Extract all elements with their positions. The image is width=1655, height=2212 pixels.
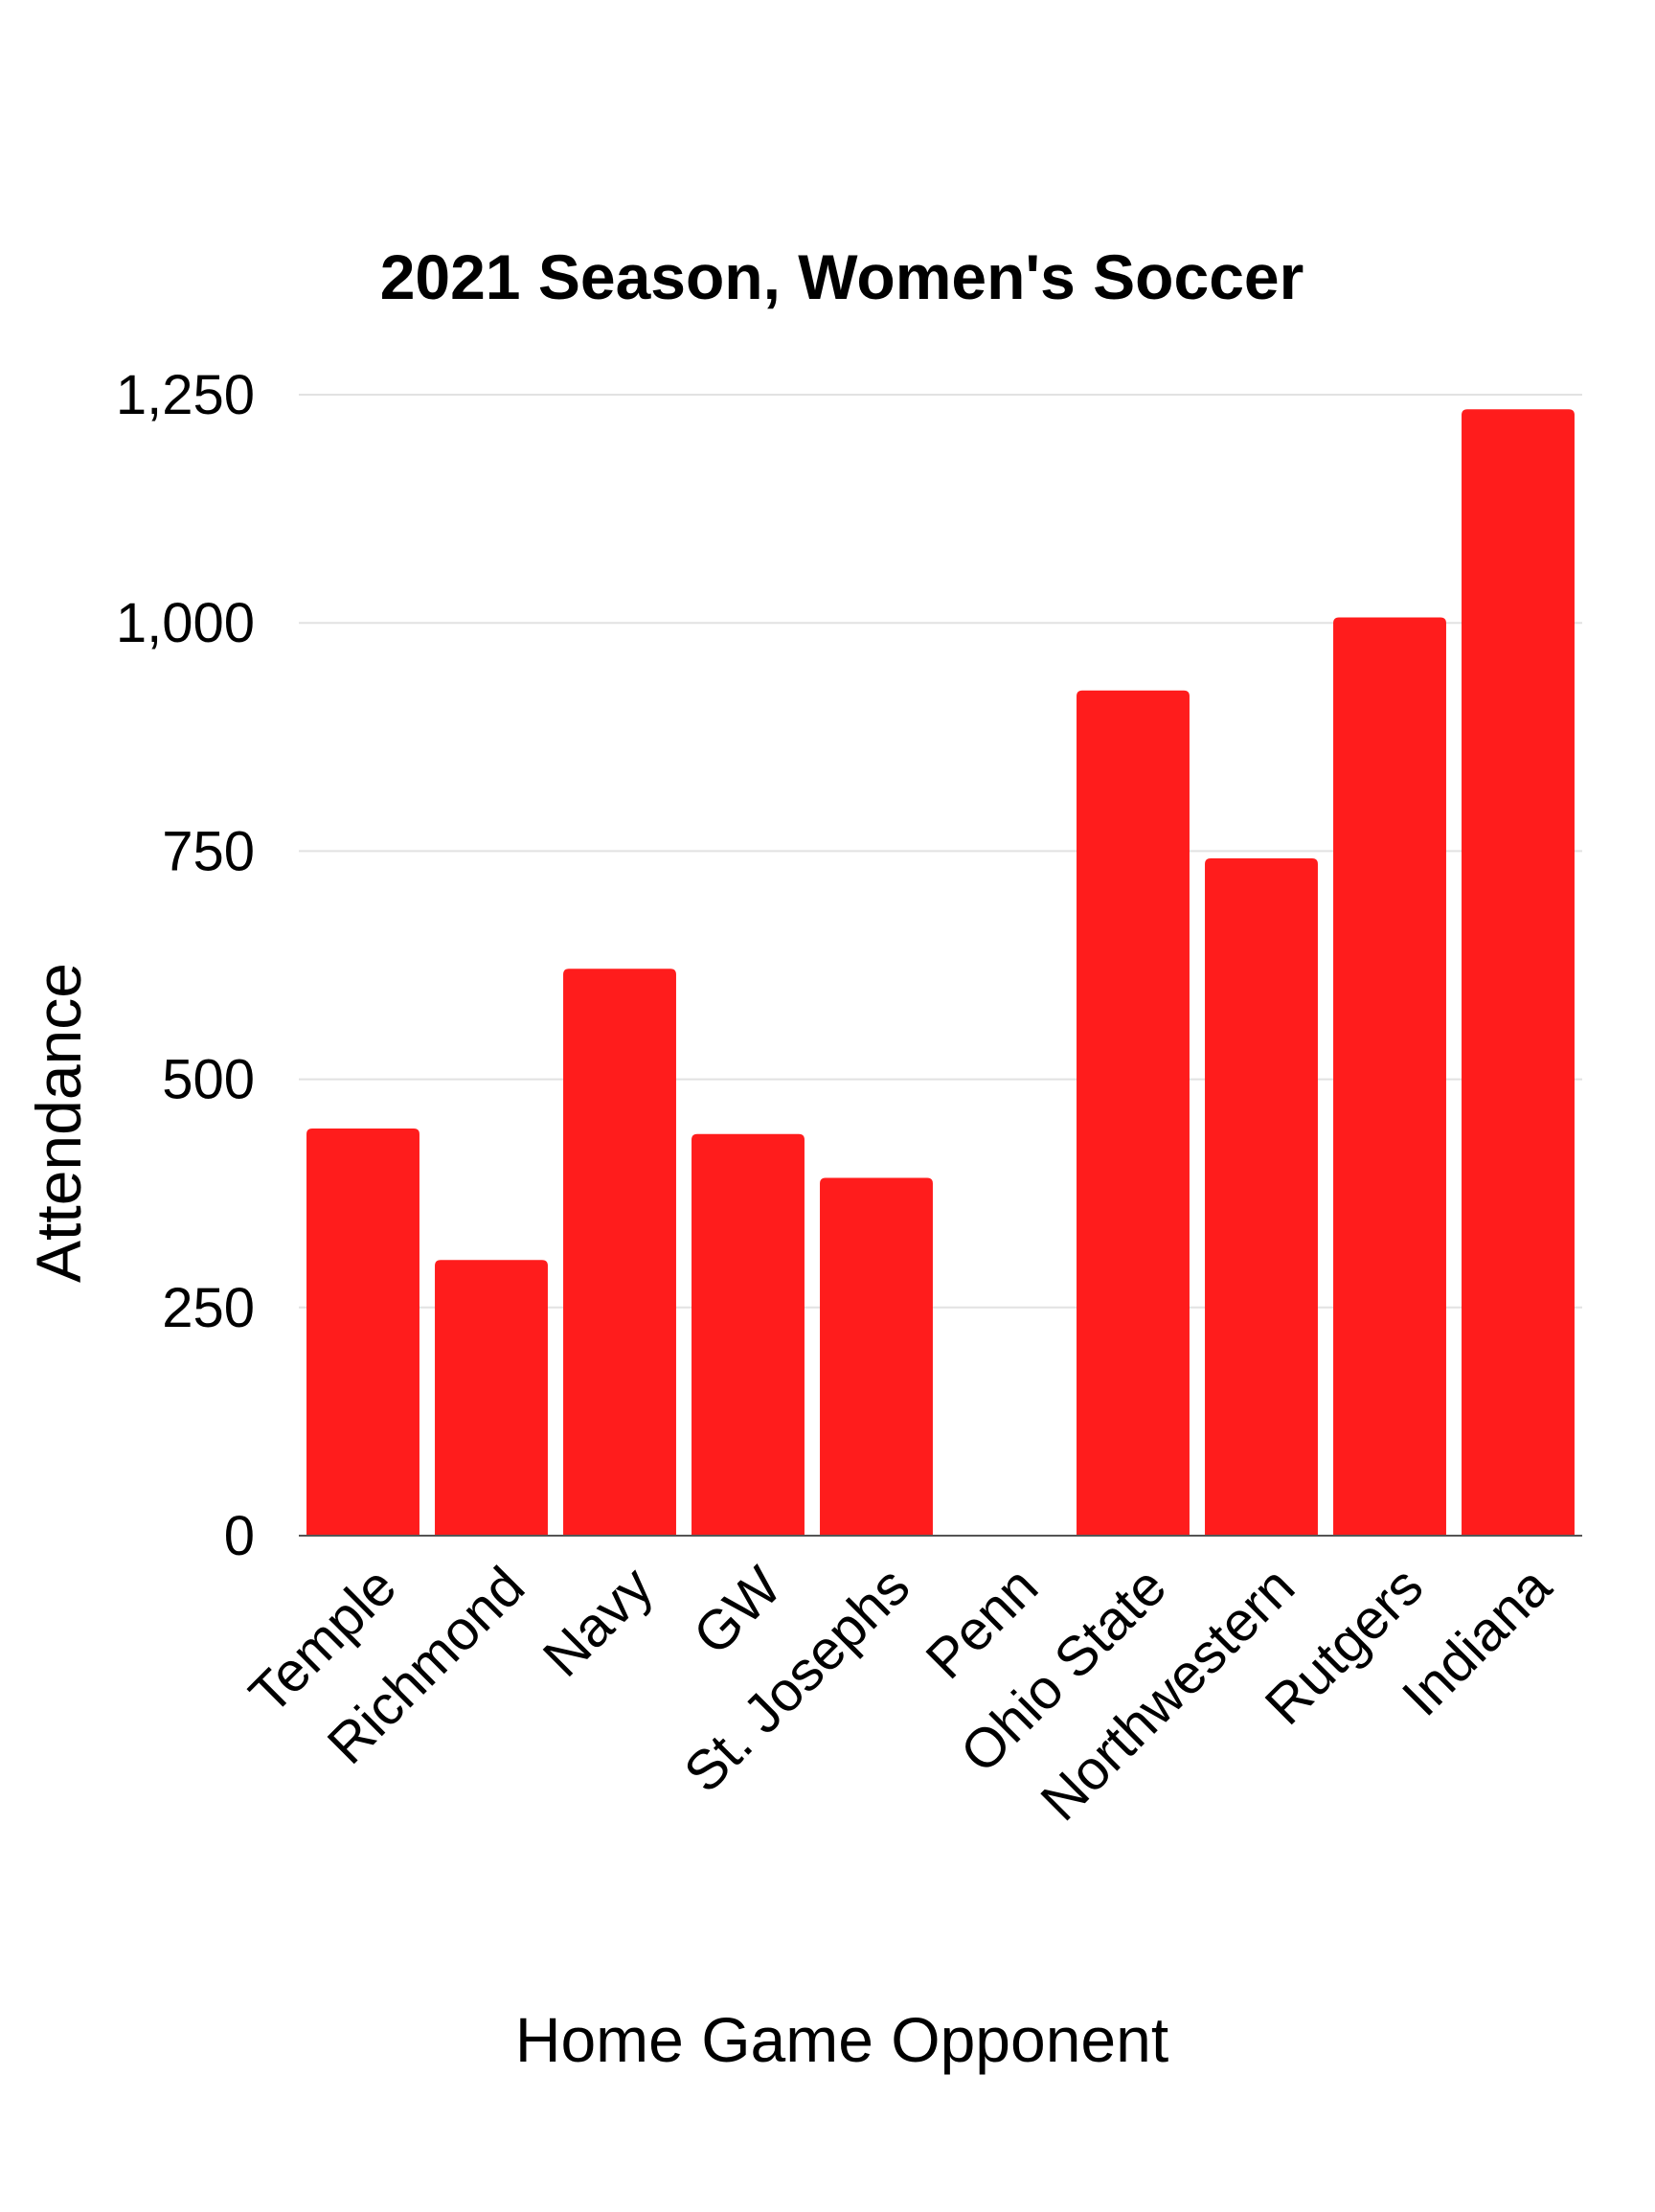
- bars: [306, 409, 1575, 1536]
- y-tick-label: 0: [224, 1505, 255, 1567]
- y-axis-ticks: 0 250 500 750 1,000 1,250: [116, 364, 255, 1567]
- bar-gw: [691, 1133, 805, 1536]
- bar-st-josephs: [820, 1177, 933, 1536]
- x-tick-label: Navy: [532, 1555, 665, 1688]
- bar-richmond: [435, 1260, 548, 1536]
- bar-indiana: [1462, 409, 1575, 1536]
- y-axis-title: Attendance: [23, 963, 94, 1283]
- x-axis-title: Home Game Opponent: [515, 2004, 1168, 2075]
- y-tick-label: 1,250: [116, 364, 255, 426]
- bar-ohio-state: [1077, 690, 1190, 1536]
- y-tick-label: 250: [162, 1277, 255, 1339]
- bar-northwestern: [1205, 858, 1318, 1536]
- chart-title: 2021 Season, Women's Soccer: [380, 241, 1304, 312]
- bar-temple: [306, 1129, 419, 1536]
- x-tick-label: St. Josephs: [672, 1555, 921, 1804]
- y-tick-label: 500: [162, 1049, 255, 1111]
- y-tick-label: 1,000: [116, 592, 255, 654]
- bar-navy: [563, 969, 676, 1536]
- y-tick-label: 750: [162, 820, 255, 882]
- x-tick-label: GW: [682, 1555, 794, 1667]
- bar-rutgers: [1333, 617, 1446, 1536]
